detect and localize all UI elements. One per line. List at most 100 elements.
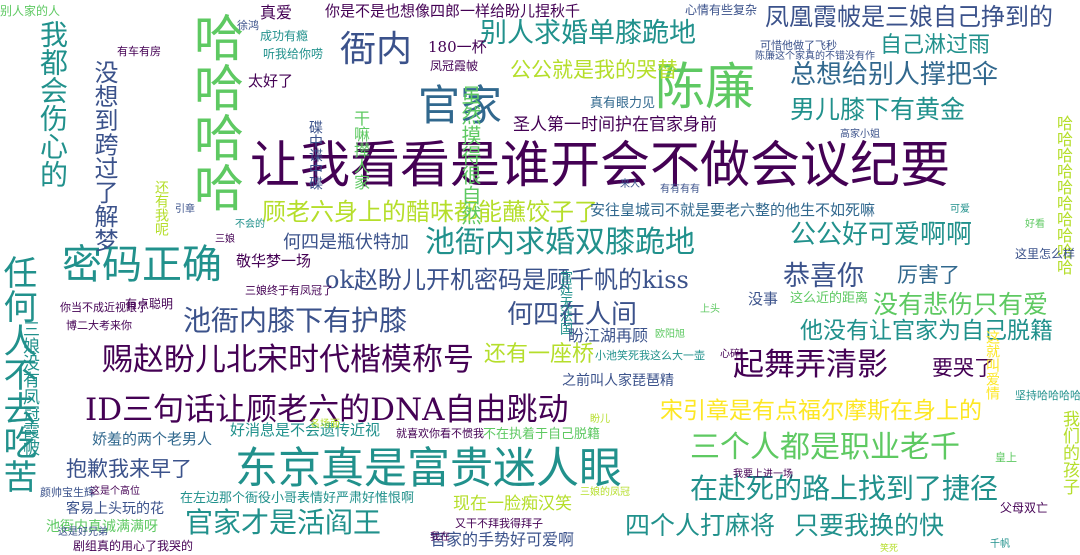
cloud-word: 衙内: [340, 29, 413, 70]
cloud-word: 凤冠霞帔: [430, 59, 479, 73]
cloud-word: 有车有房: [117, 45, 161, 58]
cloud-word: ID三句话让顾老六的DNA自由跳动: [85, 392, 569, 428]
cloud-word: 男儿膝下有黄金: [790, 95, 966, 124]
cloud-word: 可惜他做了飞秒: [760, 39, 837, 52]
cloud-word: 三娘终于有凤冠了: [245, 284, 333, 297]
cloud-word: 引章: [175, 204, 195, 215]
cloud-word: 笑死: [880, 544, 899, 554]
cloud-word: 好看: [1025, 219, 1045, 230]
cloud-word: 公公好可爱啊啊: [790, 220, 973, 250]
cloud-word: 官家: [418, 81, 503, 130]
cloud-word: 密码正确: [62, 242, 222, 288]
cloud-word: 只要我换的快: [794, 511, 945, 540]
cloud-word: 起舞弄清影: [733, 347, 888, 383]
cloud-word: 我们的孩子: [1059, 410, 1079, 495]
cloud-word: 成功有瘾: [260, 29, 309, 43]
cloud-word: 碟中谍中碟: [307, 120, 323, 190]
cloud-word: 干嘛撵人家: [351, 110, 370, 190]
cloud-word: 这是个高位: [90, 486, 140, 497]
cloud-word: 现在一脸痴汉笑: [453, 494, 572, 514]
cloud-word: 千帆: [990, 539, 1010, 550]
cloud-word: 凤凰霞帔是三娘自己挣到的: [765, 3, 1053, 31]
cloud-word: 不在执着于自己脱籍: [483, 427, 601, 442]
cloud-word: 你当不成近视眼了: [60, 301, 148, 314]
cloud-word: 颜帅宝生辉: [40, 486, 95, 499]
cloud-word: 小池笑死我这么大一壶: [595, 349, 705, 362]
cloud-word: 这么近的距离: [790, 291, 869, 306]
cloud-word: 公公就是我的哭替: [510, 58, 678, 82]
cloud-word: 心情有些复杂: [685, 3, 758, 17]
cloud-word: 父母双亡: [1000, 501, 1049, 515]
cloud-word: ok赵盼儿开机密码是顾千帆的kiss: [325, 266, 689, 294]
cloud-word: 总想给别人撑把伞: [790, 60, 999, 90]
cloud-word: 我在: [430, 532, 450, 543]
cloud-word: 哈哈哈哈: [186, 12, 244, 212]
cloud-word: 名场面: [310, 419, 340, 430]
cloud-word: 顾老六身上的醋味都能蘸饺子了: [262, 198, 598, 226]
cloud-word: 心碎: [720, 349, 740, 360]
cloud-word: 高家小姐: [840, 129, 880, 140]
cloud-word: 别人求婚单膝跪地: [480, 18, 696, 49]
cloud-word: 可爱: [950, 204, 970, 215]
cloud-word: 剧组真的用心了我哭的: [73, 539, 194, 553]
cloud-word: 让我看看是谁开会不做会议纪要: [250, 136, 950, 194]
cloud-word: 有点聪明: [125, 297, 174, 311]
cloud-word: 别人家的人: [0, 4, 61, 18]
cloud-word: 没想到跨过了解梦: [90, 60, 118, 252]
cloud-word: 你是不是也想像四郎一样给盼儿捏秋千: [325, 2, 581, 20]
cloud-word: 好消息是不会遗传近视: [230, 421, 381, 439]
cloud-word: 有有有有: [660, 184, 700, 195]
cloud-word: 要哭了: [932, 356, 995, 380]
cloud-word: 三娘没有凤冠霞帔: [19, 320, 39, 456]
cloud-word: 还有我呢: [153, 180, 169, 236]
cloud-word: 宫廷无法国: [557, 270, 572, 335]
cloud-word: 恭喜你: [783, 261, 864, 292]
cloud-word: 陈廉: [655, 58, 755, 116]
cloud-word: 在左边那个衙役小哥表情好严肃好惟恨啊: [180, 491, 415, 506]
cloud-word: 赐赵盼儿北宋时代楷模称号: [102, 342, 474, 378]
cloud-word: 盼儿: [590, 414, 610, 425]
cloud-word: 官家才是活阎王: [185, 506, 382, 539]
cloud-word: 池衙内膝下有护膝: [183, 304, 408, 337]
cloud-word: 真有眼力见: [590, 96, 656, 111]
cloud-word: 之前叫人家琵琶精: [562, 373, 674, 389]
cloud-word: 三娘: [215, 234, 235, 245]
cloud-word: 这是好兄弟: [58, 527, 108, 538]
cloud-word: 何四是瓶伏特加: [283, 232, 409, 253]
cloud-word: 何四在人间: [507, 300, 638, 330]
cloud-word: 我都会伤心的: [36, 20, 69, 188]
cloud-word: 三娘的凤冠: [580, 487, 630, 498]
cloud-word: 太好了: [248, 72, 294, 90]
cloud-word: 自己淋过雨: [880, 33, 991, 58]
cloud-word: 任何人不去吃苦: [0, 255, 37, 493]
cloud-word: 在赴死的路上找到了捷径: [690, 472, 999, 505]
cloud-word: 上头: [700, 304, 720, 315]
cloud-word: 官家的手势好可爱啊: [430, 530, 575, 549]
cloud-word: 来人: [620, 179, 640, 190]
cloud-word: 又干不拜我得拜子: [455, 517, 543, 530]
cloud-word: 我要上进一场: [733, 469, 793, 480]
cloud-word: 安往皇城司不就是要老六整的他生不如死嘛: [590, 201, 876, 219]
cloud-word: 敬华梦一场: [236, 252, 312, 270]
cloud-word: 没事: [748, 290, 779, 308]
cloud-word: 三个人都是职业老千: [690, 430, 960, 465]
cloud-word: 不会的: [235, 219, 265, 230]
cloud-word: 徐鸿: [237, 19, 259, 32]
cloud-word: 盼江湖再顾: [568, 326, 649, 345]
cloud-word: 厉害了: [897, 263, 960, 287]
cloud-word: 还有一座桥: [484, 342, 595, 367]
cloud-word: 哈哈哈哈哈哈哈哈哈哈: [1054, 115, 1073, 275]
cloud-word: 宋引章是有点福尔摩斯在身上的: [660, 398, 982, 424]
cloud-word: 陈廉这个家真的不错没有作: [755, 51, 875, 62]
cloud-word: 四个人打麻将: [625, 511, 776, 540]
cloud-word: 抱歉我来早了: [66, 457, 192, 481]
cloud-word: 皇上: [995, 451, 1017, 464]
cloud-word: 坚持哈哈哈哈哈: [1015, 389, 1080, 402]
cloud-word: 圣人第一时间护在官家身前: [513, 115, 717, 135]
cloud-word: 虽然摸得很自然: [458, 85, 482, 225]
cloud-word: 真爱: [260, 3, 293, 22]
cloud-word: 180一杯: [428, 38, 487, 56]
cloud-word: 这就叫爱情: [984, 330, 1000, 400]
cloud-word: 池衙内真诚满满呀: [46, 519, 158, 535]
